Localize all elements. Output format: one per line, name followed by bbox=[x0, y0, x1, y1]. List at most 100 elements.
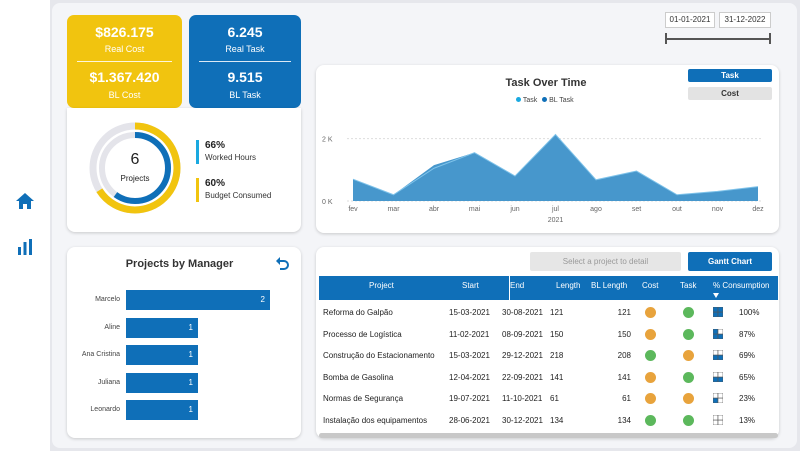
bl-cost-value: $1.367.420 bbox=[89, 69, 160, 85]
x-tick-label: dez bbox=[752, 206, 764, 213]
table-row[interactable]: Processo de Logística 11-02-2021 08-09-202… bbox=[319, 324, 778, 345]
date-end-input[interactable]: 31-12-2022 bbox=[719, 12, 771, 28]
date-start-input[interactable]: 01-01-2021 bbox=[665, 12, 715, 28]
bar-chart-icon[interactable] bbox=[14, 236, 36, 258]
manager-bar[interactable]: 1 bbox=[126, 345, 198, 365]
manager-label: Leonardo bbox=[90, 406, 120, 413]
real-cost-value: $826.175 bbox=[95, 24, 154, 40]
project-select-dropdown[interactable]: Select a project to detail bbox=[530, 252, 681, 271]
consumption-grid-icon bbox=[713, 371, 723, 382]
cell-length: 141 bbox=[550, 372, 564, 382]
manager-bar[interactable]: 1 bbox=[126, 317, 198, 338]
worked-hours-label: Worked Hours bbox=[205, 153, 256, 162]
kpi-separator bbox=[199, 61, 291, 62]
cell-end-date: 22-09-2021 bbox=[502, 372, 543, 382]
x-tick-label: jul bbox=[551, 206, 559, 213]
x-axis-label: 2021 bbox=[548, 217, 564, 224]
cell-consumption: 100% bbox=[739, 308, 760, 317]
manager-bar[interactable]: 1 bbox=[126, 400, 198, 420]
bl-task-label: BL Task bbox=[229, 90, 261, 100]
budget-consumed-label: Budget Consumed bbox=[205, 191, 272, 200]
cell-project: Normas de Segurança bbox=[323, 394, 404, 403]
cell-bl-length: 150 bbox=[617, 329, 631, 339]
cell-consumption: 23% bbox=[739, 394, 756, 403]
cell-consumption: 65% bbox=[739, 372, 756, 382]
consumption-grid-icon bbox=[713, 414, 723, 425]
worked-hours-marker bbox=[196, 140, 199, 164]
slider-end-handle[interactable] bbox=[769, 33, 771, 44]
kpi-cost-card: $826.175 Real Cost $1.367.420 BL Cost bbox=[67, 15, 182, 108]
cell-start-date: 19-07-2021 bbox=[449, 394, 490, 403]
consumption-grid-icon bbox=[713, 328, 723, 339]
task-toggle-button[interactable]: Task bbox=[688, 69, 772, 82]
cell-start-date: 28-06-2021 bbox=[449, 415, 490, 425]
task-chart-title: Task Over Time bbox=[505, 77, 587, 89]
home-icon[interactable] bbox=[14, 190, 36, 212]
cell-start-date: 15-03-2021 bbox=[449, 308, 490, 317]
table-row[interactable]: Construção do Estacionamento 15-03-2021 29… bbox=[319, 345, 778, 366]
projects-label: Projects bbox=[120, 174, 150, 183]
manager-bar[interactable]: 2 bbox=[126, 290, 270, 310]
cell-end-date: 30-12-2021 bbox=[502, 415, 543, 425]
x-tick-label: mai bbox=[469, 206, 481, 213]
task-status-dot bbox=[683, 350, 694, 361]
col-project[interactable]: Project bbox=[369, 281, 394, 290]
real-task-label: Real Task bbox=[225, 44, 265, 54]
cost-status-dot bbox=[645, 371, 656, 383]
slider-start-handle[interactable] bbox=[665, 33, 667, 44]
cell-project: Reforma do Galpão bbox=[323, 308, 393, 317]
cell-bl-length: 61 bbox=[622, 394, 631, 403]
projects-summary-card: 6 Projects bbox=[67, 108, 301, 232]
x-tick-label: nov bbox=[712, 206, 724, 213]
table-row[interactable]: Instalação dos equipamentos 28-06-2021 30-… bbox=[319, 410, 778, 431]
budget-consumed-arc bbox=[89, 122, 181, 214]
manager-bar[interactable]: 1 bbox=[126, 372, 198, 393]
real-task-value: 6.245 bbox=[227, 24, 263, 40]
task-status-dot bbox=[683, 414, 694, 426]
sort-down-icon[interactable] bbox=[713, 293, 719, 298]
date-range-slider[interactable] bbox=[665, 38, 771, 40]
table-row[interactable]: Reforma do Galpão 15-03-2021 30-08-2021 121… bbox=[319, 302, 778, 323]
col-cost[interactable]: Cost bbox=[642, 281, 659, 290]
undo-icon[interactable] bbox=[274, 256, 290, 272]
col-consumption[interactable]: % Consumption bbox=[713, 281, 770, 290]
col-length[interactable]: Length bbox=[556, 281, 581, 290]
legend-dot-bl-task bbox=[542, 97, 548, 102]
col-bl-length[interactable]: BL Length bbox=[591, 281, 628, 290]
cell-end-date: 29-12-2021 bbox=[502, 351, 543, 360]
projects-ring-chart bbox=[89, 122, 181, 214]
consumption-grid-icon bbox=[713, 350, 723, 360]
cost-status-dot bbox=[645, 393, 656, 404]
gantt-chart-button[interactable]: Gantt Chart bbox=[688, 252, 772, 271]
task-area-chart: 2 K 0 K fev mar abr mai jun jul ago set out nov dez 2… bbox=[322, 133, 764, 224]
chart-legend: Task BL Task bbox=[516, 97, 574, 104]
cell-length: 134 bbox=[550, 415, 564, 425]
bl-task-value: 9.515 bbox=[227, 69, 263, 85]
cell-bl-length: 121 bbox=[617, 308, 631, 317]
task-status-dot bbox=[683, 328, 694, 340]
manager-label: Juliana bbox=[97, 378, 120, 386]
table-header: Project Start End Length BL Length Cost … bbox=[319, 276, 778, 300]
kpi-task-card: 6.245 Real Task 9.515 BL Task bbox=[189, 15, 301, 108]
table-row[interactable]: Normas de Segurança 19-07-2021 11-10-2021 6… bbox=[319, 388, 778, 409]
x-tick-label: out bbox=[672, 206, 682, 213]
legend-label-bl-task: BL Task bbox=[549, 97, 574, 104]
col-task[interactable]: Task bbox=[680, 281, 697, 290]
cell-start-date: 12-04-2021 bbox=[449, 372, 490, 382]
legend-label-task: Task bbox=[522, 97, 538, 104]
consumption-grid-icon bbox=[713, 393, 723, 403]
cell-length: 121 bbox=[550, 308, 564, 317]
cost-toggle-button[interactable]: Cost bbox=[688, 87, 772, 100]
cell-start-date: 15-03-2021 bbox=[449, 351, 490, 360]
task-status-dot bbox=[683, 371, 694, 383]
cell-bl-length: 208 bbox=[617, 351, 631, 360]
table-horizontal-scrollbar[interactable] bbox=[319, 433, 778, 438]
cost-status-dot bbox=[645, 350, 656, 361]
cost-status-dot bbox=[645, 414, 656, 426]
cell-length: 218 bbox=[550, 351, 564, 360]
col-start[interactable]: Start bbox=[462, 281, 479, 290]
cell-project: Construção do Estacionamento bbox=[323, 351, 435, 360]
x-tick-label: abr bbox=[429, 206, 440, 213]
col-end[interactable]: End bbox=[510, 281, 525, 290]
table-row[interactable]: Bomba de Gasolina 12-04-2021 22-09-2021 141… bbox=[319, 367, 778, 388]
